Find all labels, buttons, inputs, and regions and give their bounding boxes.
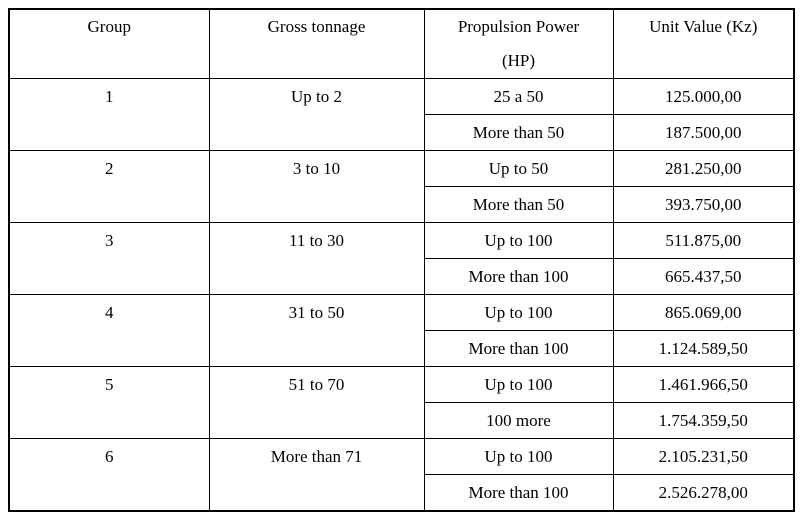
header-cell-propulsion-power: Propulsion Power (HP) [423,8,614,79]
tonnage-cell: 11 to 30 [208,222,425,295]
power-cell: More than 50 [423,186,614,223]
group-subrow: More than 50 393.750,00 [9,186,795,223]
group-subrow: 100 more 1.754.359,50 [9,402,795,439]
header-row: Group Gross tonnage Propulsion Power (HP… [8,8,795,79]
group-cell: 4 [8,294,210,367]
header-label-propulsion-power-line2: (HP) [501,51,536,70]
value-cell: 393.750,00 [612,186,795,223]
group-row: 3 11 to 30 Up to 100 511.875,00 [8,222,795,295]
header-label-group: Group [87,17,131,36]
value-cell: 665.437,50 [612,258,795,295]
unit-value-table: Group Gross tonnage Propulsion Power (HP… [8,8,795,512]
value-cell: 187.500,00 [612,114,795,151]
group-subrow: More than 100 2.526.278,00 [9,474,795,512]
group-row: 4 31 to 50 Up to 100 865.069,00 [8,294,795,367]
tonnage-cell: 31 to 50 [208,294,425,367]
value-cell: 125.000,00 [612,78,795,115]
header-cell-group: Group [8,8,210,79]
power-cell: 100 more [423,402,614,439]
group-cell: 5 [8,366,210,439]
value-cell: 511.875,00 [612,222,795,259]
tonnage-cell: More than 71 [208,438,425,512]
group-row: 6 More than 71 Up to 100 2.105.231,50 [8,438,795,512]
power-cell: 25 a 50 [423,78,614,115]
value-cell: 2.105.231,50 [612,438,795,475]
tonnage-cell: 3 to 10 [208,150,425,223]
header-cell-unit-value: Unit Value (Kz) [612,8,795,79]
value-cell: 865.069,00 [612,294,795,331]
header-label-unit-value-line2 [614,44,793,78]
tonnage-cell: Up to 2 [208,78,425,151]
power-cell: More than 50 [423,114,614,151]
group-row: 1 Up to 2 25 a 50 125.000,00 [8,78,795,151]
value-cell: 1.754.359,50 [612,402,795,439]
value-cell: 1.124.589,50 [612,330,795,367]
group-cell: 3 [8,222,210,295]
power-cell: More than 100 [423,258,614,295]
group-subrow: More than 100 665.437,50 [9,258,795,295]
value-cell: 281.250,00 [612,150,795,187]
header-label-unit-value: Unit Value (Kz) [649,17,758,36]
group-cell: 1 [8,78,210,151]
tonnage-cell: 51 to 70 [208,366,425,439]
power-cell: More than 100 [423,474,614,512]
power-cell: Up to 100 [423,294,614,331]
value-cell: 2.526.278,00 [612,474,795,512]
header-label-propulsion-power: Propulsion Power [457,17,580,36]
header-label-gross-tonnage: Gross tonnage [267,17,366,36]
group-subrow: More than 50 187.500,00 [9,114,795,151]
group-cell: 2 [8,150,210,223]
group-subrow: More than 100 1.124.589,50 [9,330,795,367]
power-cell: Up to 100 [423,438,614,475]
power-cell: Up to 50 [423,150,614,187]
header-label-gross-tonnage-line2 [210,44,423,78]
power-cell: More than 100 [423,330,614,367]
power-cell: Up to 100 [423,366,614,403]
group-row: 2 3 to 10 Up to 50 281.250,00 [8,150,795,223]
group-cell: 6 [8,438,210,512]
header-cell-gross-tonnage: Gross tonnage [208,8,425,79]
power-cell: Up to 100 [423,222,614,259]
group-row: 5 51 to 70 Up to 100 1.461.966,50 [8,366,795,439]
value-cell: 1.461.966,50 [612,366,795,403]
header-label-group-line2 [10,44,208,78]
